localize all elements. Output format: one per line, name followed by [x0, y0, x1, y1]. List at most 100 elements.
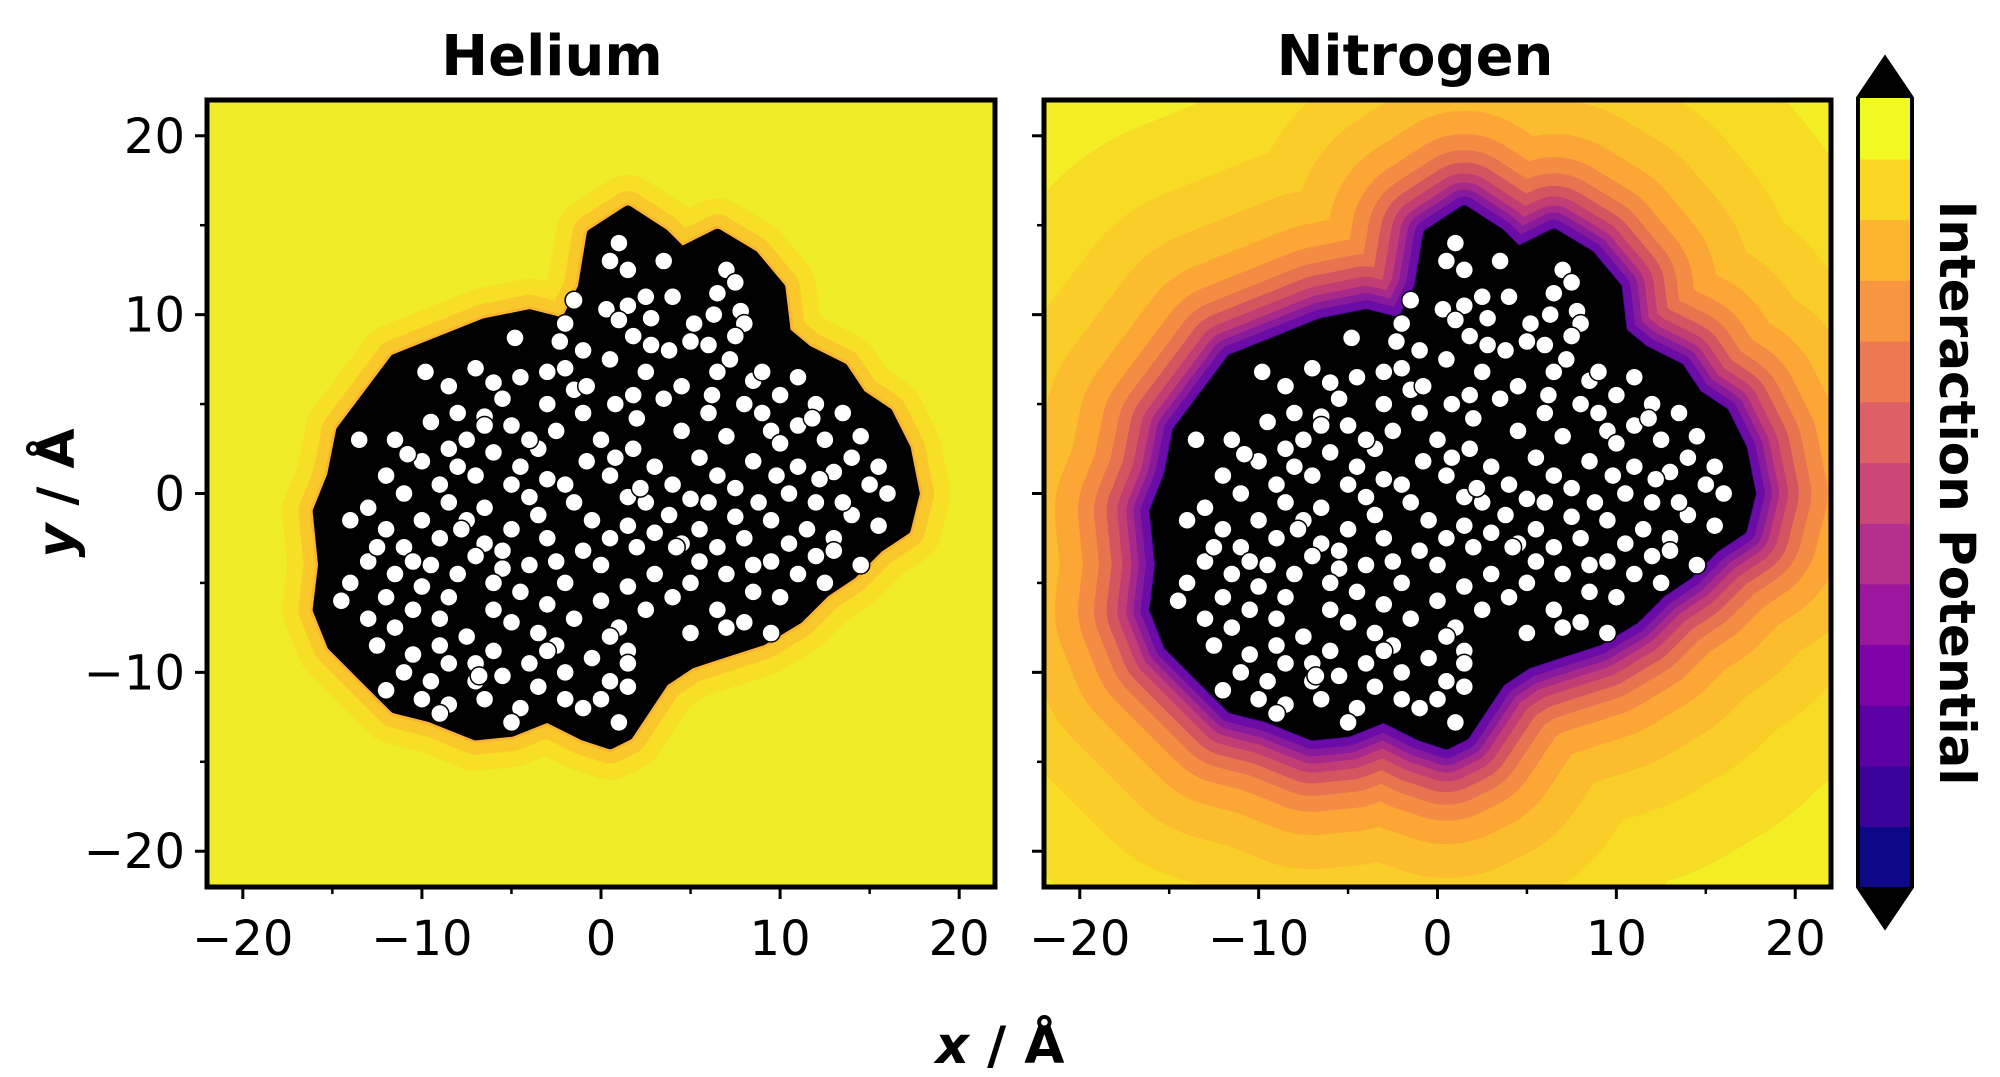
- atom-marker: [1409, 340, 1430, 361]
- atom-marker: [752, 362, 772, 382]
- atom-marker: [623, 326, 643, 346]
- atom-marker: [1418, 510, 1439, 531]
- atom-marker: [1579, 451, 1600, 472]
- atom-marker: [1552, 426, 1573, 447]
- atom-marker: [412, 689, 432, 709]
- atoms-helium: [331, 233, 898, 733]
- atom-marker: [1266, 474, 1287, 495]
- atom-marker: [349, 430, 369, 450]
- atom-marker: [702, 385, 722, 405]
- atom-marker: [1540, 304, 1560, 325]
- atom-marker: [680, 331, 701, 352]
- atom-marker: [1615, 483, 1636, 504]
- y-axis-unit: / Å: [26, 428, 87, 523]
- atom-marker: [439, 653, 459, 674]
- atom-marker: [1427, 689, 1448, 709]
- colorbar-level: [1858, 340, 1912, 403]
- atom-marker: [1248, 576, 1269, 597]
- colorbar-level: [1858, 583, 1912, 645]
- atom-marker: [707, 600, 728, 620]
- atom-marker: [412, 576, 432, 597]
- atom-marker: [802, 408, 823, 429]
- x-tick-label: 10: [750, 911, 811, 967]
- atom-marker: [1213, 587, 1233, 607]
- atom-marker: [1252, 362, 1272, 382]
- atom-marker: [1320, 573, 1340, 593]
- atom-marker: [815, 573, 835, 593]
- atom-marker: [1633, 519, 1653, 540]
- atom-marker: [1651, 573, 1671, 593]
- colorbar-level: [1858, 219, 1912, 281]
- colorbar: Interaction Potential: [1856, 54, 1986, 931]
- atom-marker: [430, 703, 450, 724]
- atom-marker: [537, 641, 558, 661]
- atom-marker: [546, 551, 566, 572]
- atom-marker: [1445, 712, 1466, 733]
- atom-marker: [1561, 478, 1582, 498]
- atom-marker: [430, 474, 450, 495]
- atom-marker: [397, 444, 418, 464]
- atom-marker: [483, 573, 504, 593]
- atom-marker: [1678, 447, 1698, 468]
- atom-marker: [582, 648, 602, 668]
- atom-marker: [689, 447, 710, 468]
- atom-marker: [1338, 612, 1358, 633]
- atom-marker: [465, 465, 486, 486]
- atom-marker: [1472, 287, 1492, 307]
- atom-marker: [394, 662, 414, 683]
- atom-marker: [1445, 233, 1466, 253]
- atom-marker: [707, 537, 728, 557]
- atom-marker: [662, 474, 683, 495]
- colorbar-level: [1858, 644, 1912, 706]
- panel-nitrogen: Nitrogen: [1041, 24, 1834, 890]
- atom-marker: [1427, 555, 1448, 575]
- atom-marker: [1495, 505, 1516, 525]
- atom-marker: [1651, 430, 1671, 450]
- atom-marker: [385, 564, 405, 584]
- atom-marker: [1704, 515, 1725, 536]
- atom-marker: [555, 313, 575, 334]
- y-tick-label: 10: [124, 288, 185, 344]
- atom-marker: [451, 519, 472, 540]
- atom-marker: [1436, 251, 1457, 271]
- atom-marker: [1606, 433, 1627, 454]
- colorbar-level: [1858, 280, 1912, 342]
- atom-marker: [474, 498, 495, 518]
- atom-marker: [1556, 349, 1577, 370]
- atom-marker: [439, 587, 459, 607]
- atom-marker: [1306, 666, 1326, 686]
- atom-marker: [564, 290, 584, 311]
- colorbar-level: [1858, 98, 1912, 160]
- atom-marker: [680, 623, 701, 643]
- atom-marker: [1374, 469, 1394, 489]
- atom-marker: [415, 362, 436, 382]
- colorbar-level: [1858, 704, 1912, 767]
- atom-marker: [412, 510, 432, 531]
- atom-marker: [1624, 456, 1645, 477]
- atom-marker: [630, 478, 651, 498]
- atom-marker: [1481, 564, 1501, 584]
- atom-marker: [1436, 528, 1457, 548]
- panel-title-nitrogen: Nitrogen: [1277, 24, 1554, 89]
- colorbar-level: [1858, 158, 1912, 221]
- atom-marker: [859, 474, 880, 495]
- atom-marker: [806, 546, 826, 566]
- atom-marker: [331, 591, 352, 611]
- atom-marker: [1391, 313, 1412, 334]
- atom-marker: [555, 689, 575, 709]
- atom-marker: [743, 582, 763, 602]
- atom-marker: [1266, 608, 1287, 629]
- atom-marker: [1459, 385, 1480, 405]
- atom-marker: [1275, 376, 1296, 396]
- atom-marker: [1257, 412, 1278, 432]
- atom-marker: [510, 698, 531, 718]
- atom-marker: [1436, 349, 1457, 370]
- atom-marker: [1347, 456, 1367, 477]
- atom-marker: [1275, 587, 1296, 607]
- atom-marker: [1311, 415, 1331, 436]
- panel-helium: Helium: [204, 24, 998, 890]
- atom-marker: [555, 358, 575, 379]
- atom-marker: [519, 555, 540, 575]
- y-tick-label: 0: [154, 467, 185, 523]
